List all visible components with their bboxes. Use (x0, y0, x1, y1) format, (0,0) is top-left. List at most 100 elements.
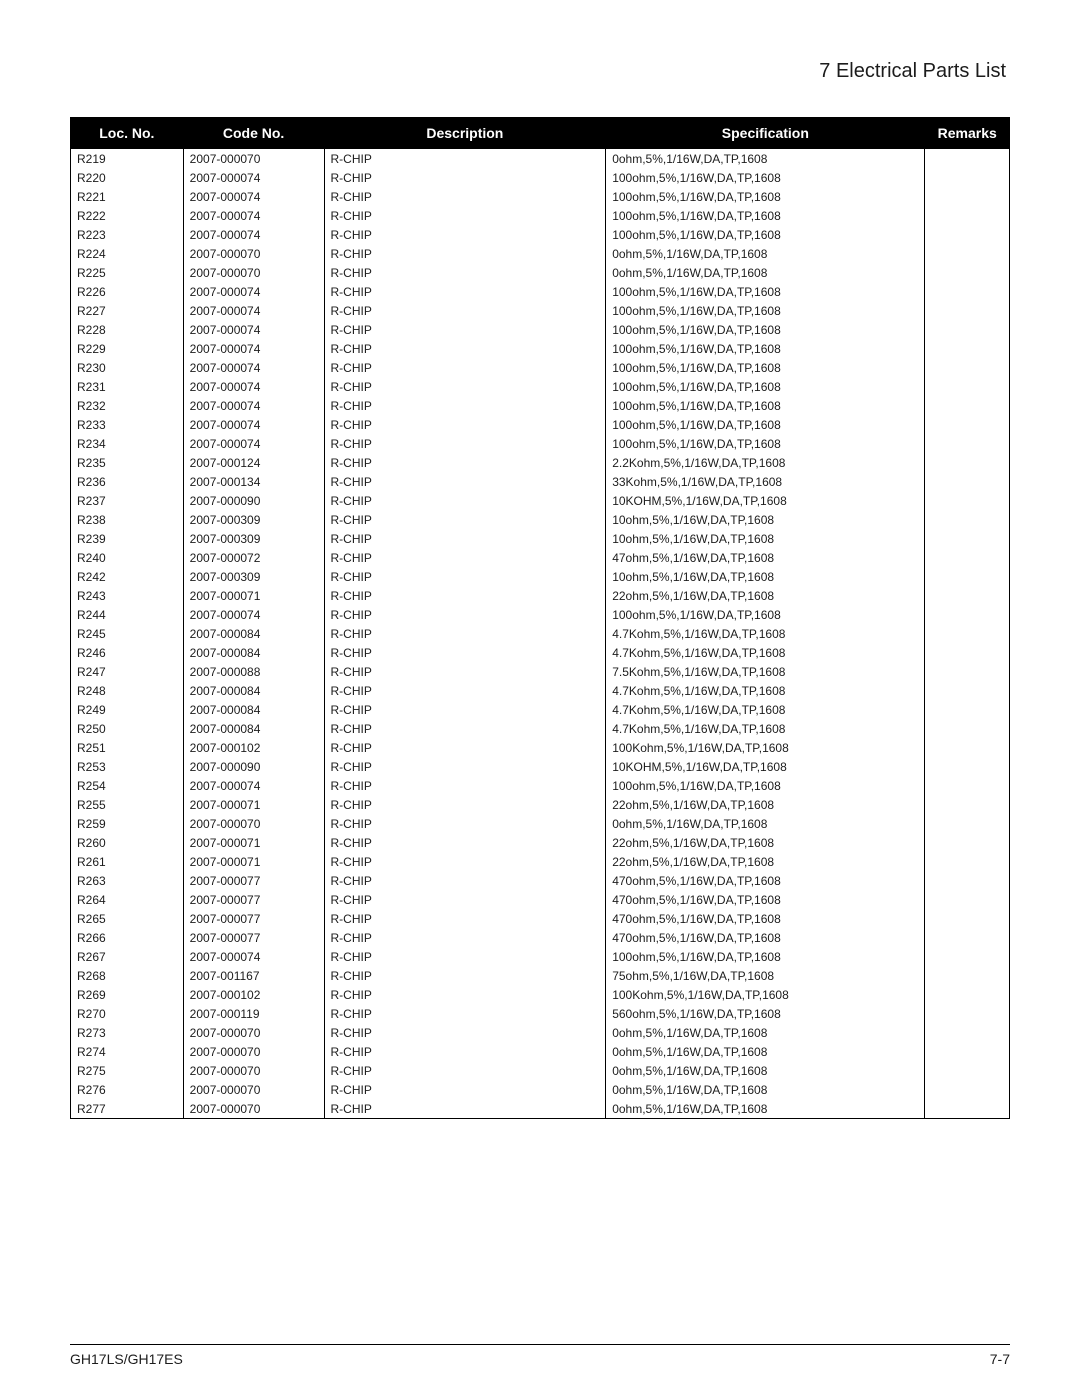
cell-desc: R-CHIP (324, 909, 606, 928)
cell-code: 2007-000074 (183, 396, 324, 415)
section-title: 7 Electrical Parts List (70, 60, 1010, 83)
cell-desc: R-CHIP (324, 871, 606, 890)
cell-desc: R-CHIP (324, 396, 606, 415)
cell-code: 2007-000077 (183, 928, 324, 947)
table-row: R2242007-000070R-CHIP0ohm,5%,1/16W,DA,TP… (71, 244, 1010, 263)
cell-loc: R243 (71, 586, 184, 605)
cell-loc: R250 (71, 719, 184, 738)
cell-rem (925, 472, 1010, 491)
cell-code: 2007-000084 (183, 719, 324, 738)
cell-desc: R-CHIP (324, 681, 606, 700)
table-row: R2532007-000090R-CHIP10KOHM,5%,1/16W,DA,… (71, 757, 1010, 776)
cell-loc: R236 (71, 472, 184, 491)
cell-desc: R-CHIP (324, 548, 606, 567)
cell-spec: 0ohm,5%,1/16W,DA,TP,1608 (606, 1023, 925, 1042)
cell-desc: R-CHIP (324, 814, 606, 833)
cell-desc: R-CHIP (324, 187, 606, 206)
cell-spec: 100ohm,5%,1/16W,DA,TP,1608 (606, 206, 925, 225)
cell-rem (925, 377, 1010, 396)
table-row: R2402007-000072R-CHIP47ohm,5%,1/16W,DA,T… (71, 548, 1010, 567)
cell-desc: R-CHIP (324, 890, 606, 909)
cell-code: 2007-000084 (183, 624, 324, 643)
cell-rem (925, 586, 1010, 605)
table-row: R2632007-000077R-CHIP470ohm,5%,1/16W,DA,… (71, 871, 1010, 890)
cell-rem (925, 966, 1010, 985)
cell-spec: 10ohm,5%,1/16W,DA,TP,1608 (606, 567, 925, 586)
cell-code: 2007-000309 (183, 510, 324, 529)
cell-spec: 22ohm,5%,1/16W,DA,TP,1608 (606, 586, 925, 605)
cell-loc: R267 (71, 947, 184, 966)
cell-desc: R-CHIP (324, 776, 606, 795)
cell-rem (925, 738, 1010, 757)
cell-code: 2007-000074 (183, 377, 324, 396)
cell-spec: 100ohm,5%,1/16W,DA,TP,1608 (606, 377, 925, 396)
cell-spec: 470ohm,5%,1/16W,DA,TP,1608 (606, 890, 925, 909)
cell-code: 2007-000090 (183, 757, 324, 776)
cell-desc: R-CHIP (324, 662, 606, 681)
cell-rem (925, 320, 1010, 339)
cell-spec: 0ohm,5%,1/16W,DA,TP,1608 (606, 814, 925, 833)
cell-desc: R-CHIP (324, 415, 606, 434)
cell-code: 2007-000070 (183, 1099, 324, 1119)
cell-spec: 10KOHM,5%,1/16W,DA,TP,1608 (606, 757, 925, 776)
table-row: R2652007-000077R-CHIP470ohm,5%,1/16W,DA,… (71, 909, 1010, 928)
cell-rem (925, 1023, 1010, 1042)
cell-spec: 4.7Kohm,5%,1/16W,DA,TP,1608 (606, 681, 925, 700)
cell-rem (925, 890, 1010, 909)
table-row: R2552007-000071R-CHIP22ohm,5%,1/16W,DA,T… (71, 795, 1010, 814)
cell-loc: R255 (71, 795, 184, 814)
cell-code: 2007-000134 (183, 472, 324, 491)
cell-desc: R-CHIP (324, 225, 606, 244)
cell-loc: R273 (71, 1023, 184, 1042)
cell-rem (925, 263, 1010, 282)
cell-loc: R239 (71, 529, 184, 548)
cell-code: 2007-000074 (183, 187, 324, 206)
cell-desc: R-CHIP (324, 149, 606, 169)
table-row: R2472007-000088R-CHIP7.5Kohm,5%,1/16W,DA… (71, 662, 1010, 681)
cell-code: 2007-000074 (183, 320, 324, 339)
table-row: R2362007-000134R-CHIP33Kohm,5%,1/16W,DA,… (71, 472, 1010, 491)
cell-spec: 100ohm,5%,1/16W,DA,TP,1608 (606, 605, 925, 624)
cell-desc: R-CHIP (324, 1042, 606, 1061)
cell-rem (925, 605, 1010, 624)
cell-rem (925, 282, 1010, 301)
cell-rem (925, 1004, 1010, 1023)
col-loc: Loc. No. (71, 118, 184, 149)
table-row: R2322007-000074R-CHIP100ohm,5%,1/16W,DA,… (71, 396, 1010, 415)
cell-code: 2007-000070 (183, 244, 324, 263)
cell-desc: R-CHIP (324, 453, 606, 472)
cell-rem (925, 396, 1010, 415)
cell-loc: R251 (71, 738, 184, 757)
table-row: R2192007-000070R-CHIP0ohm,5%,1/16W,DA,TP… (71, 149, 1010, 169)
table-row: R2202007-000074R-CHIP100ohm,5%,1/16W,DA,… (71, 168, 1010, 187)
cell-desc: R-CHIP (324, 700, 606, 719)
cell-loc: R265 (71, 909, 184, 928)
cell-loc: R232 (71, 396, 184, 415)
cell-desc: R-CHIP (324, 985, 606, 1004)
cell-rem (925, 567, 1010, 586)
cell-rem (925, 928, 1010, 947)
table-row: R2232007-000074R-CHIP100ohm,5%,1/16W,DA,… (71, 225, 1010, 244)
table-row: R2542007-000074R-CHIP100ohm,5%,1/16W,DA,… (71, 776, 1010, 795)
cell-loc: R240 (71, 548, 184, 567)
cell-rem (925, 187, 1010, 206)
table-row: R2512007-000102R-CHIP100Kohm,5%,1/16W,DA… (71, 738, 1010, 757)
cell-spec: 100Kohm,5%,1/16W,DA,TP,1608 (606, 985, 925, 1004)
cell-desc: R-CHIP (324, 719, 606, 738)
cell-code: 2007-000084 (183, 681, 324, 700)
cell-desc: R-CHIP (324, 529, 606, 548)
table-row: R2332007-000074R-CHIP100ohm,5%,1/16W,DA,… (71, 415, 1010, 434)
cell-desc: R-CHIP (324, 947, 606, 966)
table-row: R2302007-000074R-CHIP100ohm,5%,1/16W,DA,… (71, 358, 1010, 377)
cell-loc: R234 (71, 434, 184, 453)
cell-rem (925, 358, 1010, 377)
table-row: R2662007-000077R-CHIP470ohm,5%,1/16W,DA,… (71, 928, 1010, 947)
cell-desc: R-CHIP (324, 491, 606, 510)
cell-desc: R-CHIP (324, 757, 606, 776)
table-row: R2602007-000071R-CHIP22ohm,5%,1/16W,DA,T… (71, 833, 1010, 852)
cell-rem (925, 339, 1010, 358)
cell-rem (925, 548, 1010, 567)
col-spec: Specification (606, 118, 925, 149)
cell-spec: 7.5Kohm,5%,1/16W,DA,TP,1608 (606, 662, 925, 681)
cell-spec: 100ohm,5%,1/16W,DA,TP,1608 (606, 282, 925, 301)
